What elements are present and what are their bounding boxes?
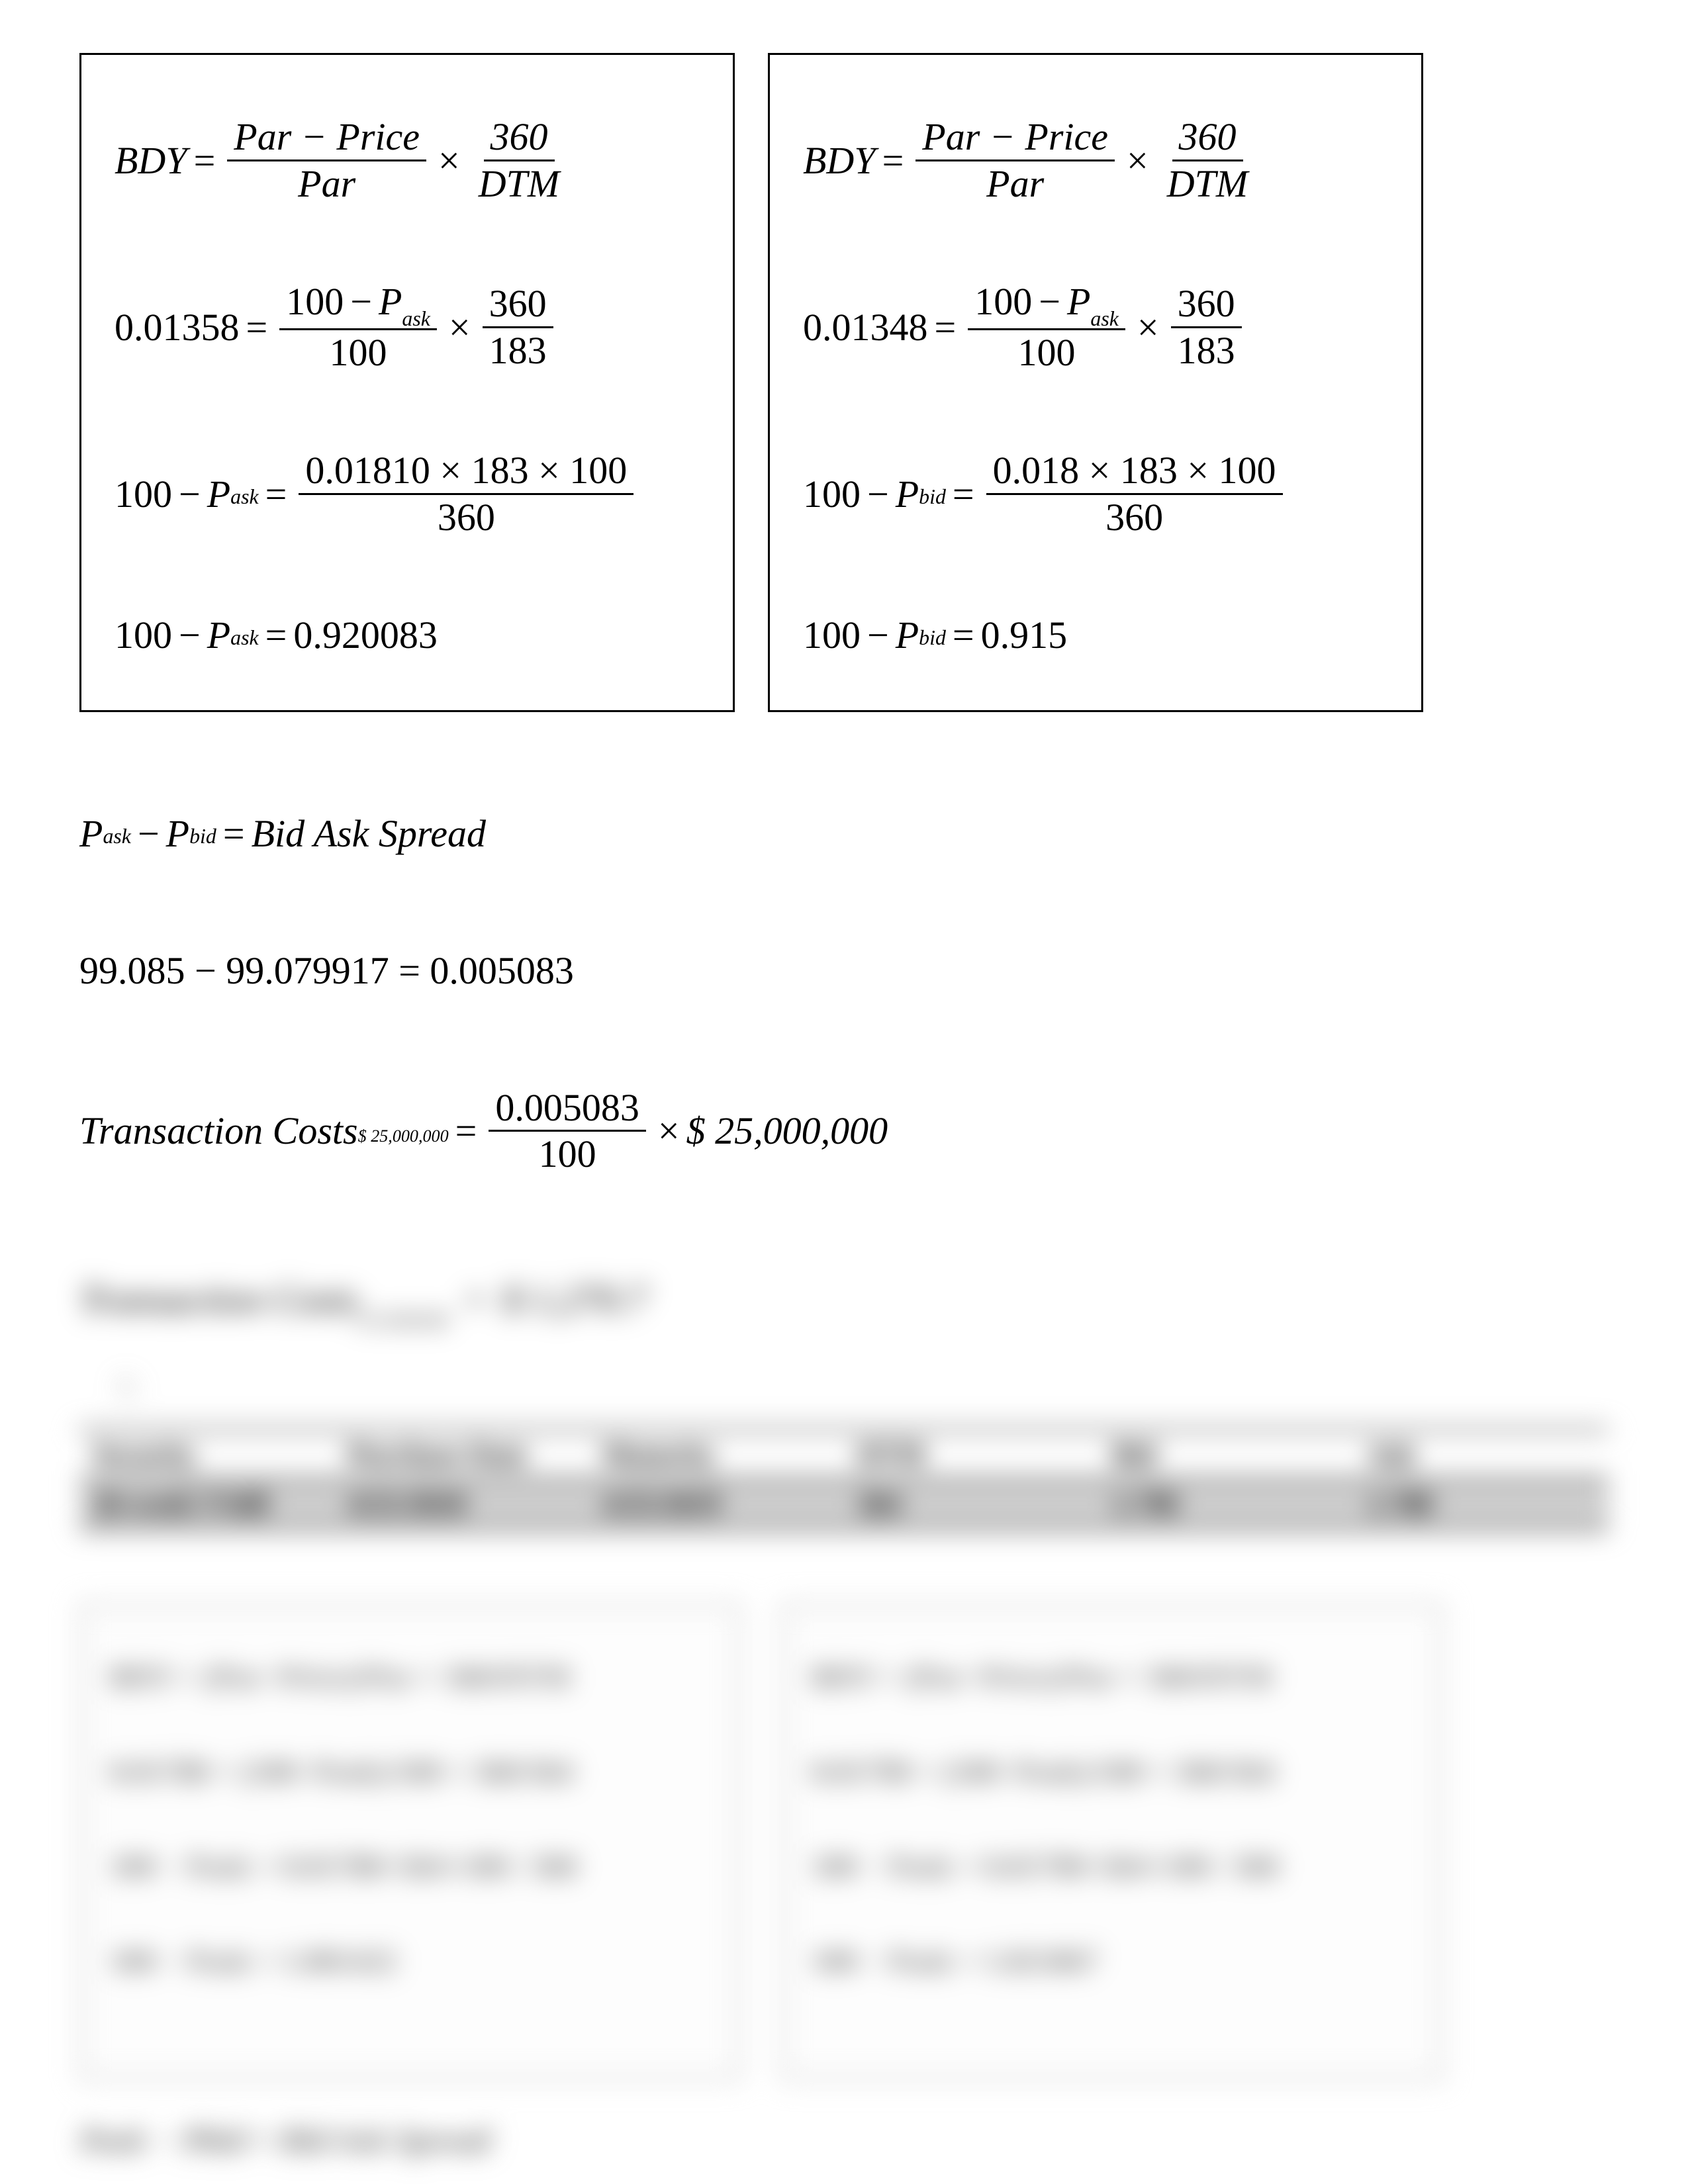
fraction: 360 DTM bbox=[472, 114, 566, 206]
equation: 100−Pbid = 0.915 bbox=[803, 613, 1388, 657]
times: × bbox=[438, 138, 460, 183]
fraction: 360 183 bbox=[483, 281, 553, 373]
table-row: 26-week T-bill 4/21/2018 4/25/2019 364 1… bbox=[79, 1480, 1609, 1530]
equation: Pask − Pbid = Bid Ask Spread bbox=[79, 2120, 1609, 2159]
securities-table: Security Purchase Date Maturity DTM Bid … bbox=[79, 1428, 1609, 1530]
col-maturity: Maturity bbox=[589, 1431, 844, 1478]
equation: 99.085 − 99.079917 = 0.005083 bbox=[79, 948, 1609, 993]
formula-boxes-row: BDY = Par − Price Par × 360 DTM 0.01358 … bbox=[79, 53, 1609, 712]
formula-box-blurred-right: BDY = (Par−Price)/Par × 360/DTM 0.01798 … bbox=[781, 1603, 1443, 2081]
formula-box-ask: BDY = Par − Price Par × 360 DTM 0.01358 … bbox=[79, 53, 735, 712]
equals: = bbox=[246, 305, 268, 349]
formula-box-blurred-left: BDY = (Par−Price)/Par × 360/DTM 0.01788 … bbox=[79, 1603, 741, 2081]
derivation-block: Pask − Pbid = Bid Ask Spread 99.085 − 99… bbox=[79, 811, 1609, 1177]
equals: = bbox=[265, 472, 287, 516]
fraction: Par − Price Par bbox=[227, 114, 426, 206]
formula-boxes-row-blurred: BDY = (Par−Price)/Par × 360/DTM 0.01788 … bbox=[79, 1603, 1609, 2081]
formula-box-bid: BDY = Par − Price Par × 360 DTM 0.01348 … bbox=[768, 53, 1423, 712]
table-header-row: Security Purchase Date Maturity DTM Bid … bbox=[79, 1428, 1609, 1480]
numerator: 100−Pask bbox=[279, 279, 437, 331]
equals: = bbox=[194, 138, 216, 183]
equation: 100−Pask = 0.920083 bbox=[115, 613, 700, 657]
fraction: 100−Pask 100 bbox=[279, 279, 437, 375]
blurred-preview-region: Transaction Costs$ 25,000,000 = $ 1,270.… bbox=[0, 1277, 1688, 2184]
equation: Transaction Costs$ 25,000,000 = 0.005083… bbox=[79, 1085, 1609, 1177]
equals: = bbox=[265, 613, 287, 657]
lhs: 0.01358 bbox=[115, 305, 240, 349]
document-page: BDY = Par − Price Par × 360 DTM 0.01358 … bbox=[0, 0, 1688, 2184]
times: × bbox=[449, 305, 471, 349]
equation: 0.01348 = 100−Pask 100 × 360 183 bbox=[803, 279, 1388, 375]
fraction: 0.01810 × 183 × 100 360 bbox=[299, 448, 633, 540]
col-ask: Ask bbox=[1354, 1431, 1609, 1478]
col-purchase-date: Purchase Date bbox=[334, 1431, 589, 1478]
col-bid: Bid bbox=[1099, 1431, 1354, 1478]
list-marker: c. bbox=[119, 1365, 1609, 1402]
equation: BDY = Par − Price Par × 360 DTM bbox=[803, 114, 1388, 206]
equation: Pask − Pbid = Bid Ask Spread bbox=[79, 811, 1609, 856]
equation: 0.01358 = 100−Pask 100 × 360 183 bbox=[115, 279, 700, 375]
equation: 100−Pbid = 0.018 × 183 × 100 360 bbox=[803, 448, 1388, 540]
equation: BDY = Par − Price Par × 360 DTM bbox=[115, 114, 700, 206]
lhs: BDY bbox=[115, 138, 187, 183]
equation: Transaction Costs$ 25,000,000 = $ 1,270.… bbox=[79, 1277, 1609, 1326]
col-dtm: DTM bbox=[844, 1431, 1099, 1478]
equation: 100−Pask = 0.01810 × 183 × 100 360 bbox=[115, 448, 700, 540]
col-security: Security bbox=[79, 1431, 334, 1478]
